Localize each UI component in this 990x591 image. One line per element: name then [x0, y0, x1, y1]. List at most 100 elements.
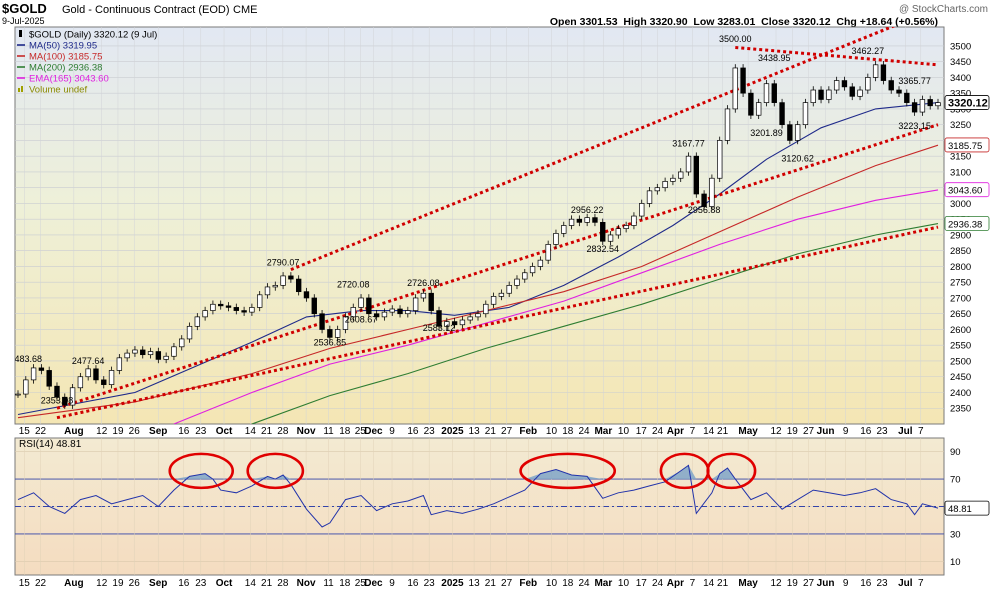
- price-candle: [896, 89, 902, 94]
- axis-tag-label: 3320.12: [948, 98, 988, 110]
- price-y-tick-label: 2650: [950, 309, 971, 320]
- x-tick-label: 9: [843, 578, 849, 589]
- price-candle: [30, 367, 37, 381]
- price-candle: [186, 325, 193, 340]
- x-tick-label: 15: [19, 426, 31, 437]
- x-tick-label: 23: [877, 578, 889, 589]
- x-tick-label: 23: [195, 426, 207, 437]
- legend-marker: [18, 88, 20, 92]
- price-candle: [818, 89, 824, 100]
- x-tick-label: Apr: [667, 426, 684, 437]
- x-tick-label: 7: [918, 578, 924, 589]
- price-annotation: 3201.89: [750, 128, 783, 138]
- x-tick-label: Feb: [519, 426, 537, 437]
- rsi-y-tick-label: 70: [950, 475, 961, 486]
- x-tick-label: 28: [277, 578, 289, 589]
- price-y-tick-label: 2900: [950, 230, 971, 241]
- x-tick-label: 10: [546, 426, 558, 437]
- x-tick-label: 28: [277, 426, 289, 437]
- price-candle: [46, 370, 52, 387]
- x-tick-label: 2025: [441, 426, 464, 437]
- price-candle: [623, 225, 629, 230]
- price-candle: [514, 278, 520, 286]
- x-tick-label: 10: [546, 578, 558, 589]
- price-candle: [763, 83, 770, 103]
- price-candle: [693, 155, 699, 195]
- x-tick-label: 13: [469, 578, 481, 589]
- price-candle: [522, 272, 528, 280]
- price-candle: [670, 177, 676, 182]
- rsi-gridlines: [15, 438, 944, 575]
- axis-tag-label: 3043.60: [948, 186, 982, 197]
- x-tick-label: 16: [860, 578, 872, 589]
- chart-title: Gold - Continuous Contract (EOD): [62, 4, 230, 16]
- legend-label: Volume undef: [29, 85, 87, 96]
- price-candle: [849, 86, 855, 97]
- price-panel-background: [14, 26, 945, 425]
- rsi-x-axis: 15 22 Aug 12 19 26 Sep 16 23 Oct 14 21 28 Nov 11 18 25De…: [19, 578, 924, 589]
- trendline: [290, 27, 896, 272]
- price-candle: [755, 102, 762, 116]
- x-tick-label: 21: [485, 578, 497, 589]
- x-tick-label: Aug: [64, 578, 83, 589]
- price-candle: [225, 305, 232, 308]
- price-candle: [802, 102, 809, 126]
- price-candle: [857, 89, 863, 97]
- price-annotation: 2832.54: [586, 244, 619, 254]
- price-annotation: 2790.07: [267, 258, 300, 268]
- price-candle: [210, 303, 216, 311]
- x-tick-label: Oct: [216, 426, 233, 437]
- price-annotation: 2608.67: [345, 315, 378, 325]
- x-tick-label: 16: [178, 578, 190, 589]
- x-tick-label: 22: [35, 426, 47, 437]
- x-tick-label: 14: [245, 578, 257, 589]
- x-tick-label: 23: [424, 578, 436, 589]
- x-tick-label: 14: [703, 426, 715, 437]
- price-candle: [654, 187, 661, 192]
- price-annotation: 2536.85: [314, 337, 347, 347]
- x-tick-label: 19: [112, 426, 124, 437]
- price-series: [15, 61, 941, 409]
- price-candle: [740, 67, 746, 94]
- x-tick-label: 18: [339, 426, 351, 437]
- price-candle: [163, 355, 169, 360]
- price-candle: [389, 308, 395, 313]
- price-candle: [366, 297, 372, 315]
- price-candle: [615, 228, 622, 236]
- price-annotation: 3365.77: [898, 76, 931, 86]
- price-candle: [381, 311, 388, 318]
- price-candle: [584, 217, 590, 223]
- x-tick-label: 24: [578, 426, 590, 437]
- x-tick-label: 18: [339, 578, 351, 589]
- price-candle: [771, 83, 777, 103]
- price-candle: [592, 217, 598, 223]
- x-tick-label: Mar: [594, 578, 612, 589]
- x-tick-label: 9: [389, 426, 395, 437]
- x-tick-label: 15: [19, 578, 31, 589]
- price-legend: $GOLD (Daily) 3320.12 (9 Jul)MA(50) 3319…: [17, 30, 157, 96]
- rsi-highlight-circles: [168, 452, 757, 490]
- price-candle: [639, 203, 645, 217]
- price-candle: [420, 292, 427, 299]
- price-y-tick-label: 2500: [950, 356, 971, 367]
- price-candle: [116, 357, 123, 371]
- price-candle: [553, 233, 559, 245]
- x-tick-label: 19: [787, 426, 799, 437]
- price-candle: [475, 313, 481, 318]
- price-y-tick-label: 3100: [950, 167, 971, 178]
- axis-tag-box: [944, 182, 990, 198]
- x-tick-label: Dec: [364, 578, 383, 589]
- axis-tag-box: [944, 137, 990, 153]
- price-candle: [62, 396, 68, 406]
- price-candle: [311, 297, 317, 315]
- price-annotation: 3462.27: [852, 46, 885, 56]
- symbol-label: $GOLD: [2, 1, 47, 16]
- x-tick-label: 21: [485, 426, 497, 437]
- price-x-axis: 15 22 Aug 12 19 26 Sep 16 23 Oct 14 21 28 Nov 11 18 25De…: [19, 426, 924, 437]
- x-tick-label: 22: [35, 578, 47, 589]
- price-candle: [319, 313, 325, 330]
- axis-tag-label: 3185.75: [948, 141, 982, 152]
- ma-line-ema165: [173, 189, 939, 424]
- x-tick-label: 27: [501, 578, 513, 589]
